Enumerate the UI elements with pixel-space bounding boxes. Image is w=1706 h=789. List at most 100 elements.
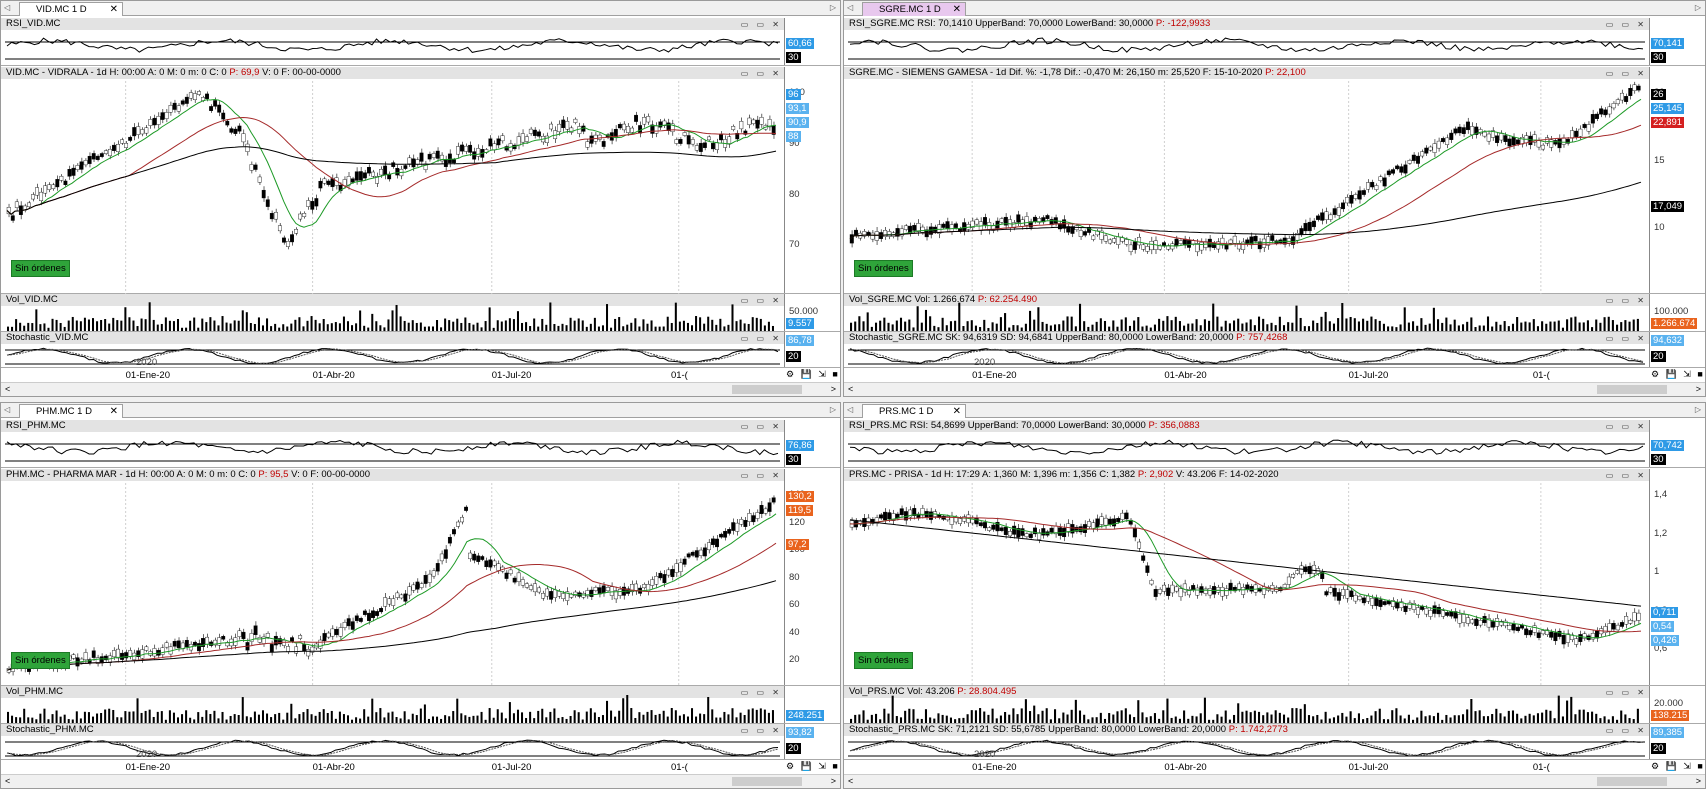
tab-scroll-left-icon[interactable]: ◁ xyxy=(847,3,854,12)
scroll-left-icon[interactable]: < xyxy=(5,776,11,786)
volume-panel: Vol_VID.MC ▭ ▭ ✕ 50.000 9.557 xyxy=(1,294,840,332)
panel-window-buttons[interactable]: ▭ ▭ ✕ xyxy=(740,471,782,480)
scroll-thumb[interactable] xyxy=(1597,385,1667,394)
scroll-right-icon[interactable]: > xyxy=(830,776,836,786)
chart-tab[interactable]: SGRE.MC 1 D ✕ xyxy=(862,2,966,16)
volume-bar xyxy=(1004,313,1007,331)
candle-body xyxy=(1149,580,1154,585)
panel-window-buttons[interactable]: ▭ ▭ ✕ xyxy=(1605,471,1647,480)
scroll-left-icon[interactable]: < xyxy=(5,384,11,394)
close-tab-icon[interactable]: ✕ xyxy=(952,406,961,417)
panel-window-buttons[interactable]: ▭ ▭ ✕ xyxy=(740,296,782,305)
volume-bar xyxy=(743,323,746,331)
candle-body xyxy=(916,223,921,232)
volume-bar xyxy=(1362,719,1365,723)
horizontal-scrollbar[interactable]: < > xyxy=(1,382,840,396)
horizontal-scrollbar[interactable]: < > xyxy=(844,382,1705,396)
stochastic-panel-price-axis[interactable]: 94,632 20 xyxy=(1649,332,1699,367)
panel-window-buttons[interactable]: ▭ ▭ ✕ xyxy=(1605,20,1647,29)
chart-tab[interactable]: VID.MC 1 D ✕ xyxy=(19,2,123,16)
date-axis: 01-Ene-20 01-Abr-20 01-Jul-20 01-(⚙ 💾 ⇲ ■ xyxy=(1,368,840,382)
candle-body xyxy=(1291,574,1296,578)
stochastic-panel-price-axis[interactable]: 93,82 20 xyxy=(784,724,834,759)
volume-bar xyxy=(1482,716,1485,723)
volume-bar xyxy=(1507,326,1510,331)
rsi-panel-price-axis[interactable]: 70,742 30 xyxy=(1649,420,1699,467)
no-orders-badge[interactable]: Sin órdenes xyxy=(854,260,913,277)
scroll-right-icon[interactable]: > xyxy=(1695,776,1701,786)
panel-window-buttons[interactable]: ▭ ▭ ✕ xyxy=(740,422,782,431)
candle-body xyxy=(168,105,173,113)
rsi-panel-price-axis[interactable]: 60,66 30 xyxy=(784,18,834,65)
chart-tools-icons[interactable]: ⚙ 💾 ⇲ ■ xyxy=(786,369,840,379)
no-orders-badge[interactable]: Sin órdenes xyxy=(854,652,913,669)
panel-window-buttons[interactable]: ▭ ▭ ✕ xyxy=(1605,726,1647,735)
chart-tools-icons[interactable]: ⚙ 💾 ⇲ ■ xyxy=(1651,369,1705,379)
panel-window-buttons[interactable]: ▭ ▭ ✕ xyxy=(1605,296,1647,305)
price-panel-price-axis[interactable]: 1009080709693,190,988 xyxy=(784,67,834,293)
volume-panel-price-axis[interactable]: 248.251 xyxy=(784,686,834,723)
panel-window-buttons[interactable]: ▭ ▭ ✕ xyxy=(740,688,782,697)
stochastic-panel-price-axis[interactable]: 86,78 20 xyxy=(784,332,834,367)
tab-scroll-right-icon[interactable]: ▷ xyxy=(829,3,836,12)
tab-scroll-left-icon[interactable]: ◁ xyxy=(847,405,854,414)
scroll-right-icon[interactable]: > xyxy=(1695,384,1701,394)
scroll-left-icon[interactable]: < xyxy=(848,776,854,786)
panel-window-buttons[interactable]: ▭ ▭ ✕ xyxy=(740,69,782,78)
volume-bar xyxy=(650,710,653,723)
chart-tools-icons[interactable]: ⚙ 💾 ⇲ ■ xyxy=(1651,761,1705,771)
volume-bar xyxy=(1070,709,1073,723)
no-orders-badge[interactable]: Sin órdenes xyxy=(11,260,70,277)
panel-window-buttons[interactable]: ▭ ▭ ✕ xyxy=(740,726,782,735)
candle-body xyxy=(63,180,68,186)
panel-window-buttons[interactable]: ▭ ▭ ✕ xyxy=(740,334,782,343)
volume-bar xyxy=(1395,708,1398,723)
panel-window-buttons[interactable]: ▭ ▭ ✕ xyxy=(1605,334,1647,343)
scroll-thumb[interactable] xyxy=(732,385,802,394)
scroll-left-icon[interactable]: < xyxy=(848,384,854,394)
volume-bar xyxy=(1137,700,1140,723)
chart-tools-icons[interactable]: ⚙ 💾 ⇲ ■ xyxy=(786,761,840,771)
ma-short-line xyxy=(849,98,1642,247)
candle-body xyxy=(286,646,290,652)
tab-scroll-left-icon[interactable]: ◁ xyxy=(4,3,11,12)
candle-body xyxy=(277,638,282,645)
close-tab-icon[interactable]: ✕ xyxy=(952,4,961,15)
horizontal-scrollbar[interactable]: < > xyxy=(1,774,840,788)
volume-panel-price-axis[interactable]: 100.000 1.266.674 xyxy=(1649,294,1699,331)
scroll-thumb[interactable] xyxy=(732,777,802,786)
close-tab-icon[interactable]: ✕ xyxy=(109,4,118,15)
scroll-thumb[interactable] xyxy=(1597,777,1667,786)
stochastic-panel-price-axis[interactable]: 89,385 20 xyxy=(1649,724,1699,759)
volume-bar xyxy=(100,319,103,331)
scroll-right-icon[interactable]: > xyxy=(830,384,836,394)
close-tab-icon[interactable]: ✕ xyxy=(109,406,118,417)
chart-tab[interactable]: PRS.MC 1 D ✕ xyxy=(862,404,966,418)
candle-body xyxy=(654,575,659,585)
horizontal-scrollbar[interactable]: < > xyxy=(844,774,1705,788)
tab-scroll-right-icon[interactable]: ▷ xyxy=(1694,405,1701,414)
panel-window-buttons[interactable]: ▭ ▭ ✕ xyxy=(1605,69,1647,78)
candle-body xyxy=(322,178,327,184)
panel-window-buttons[interactable]: ▭ ▭ ✕ xyxy=(1605,422,1647,431)
rsi-panel-price-axis[interactable]: 76,86 30 xyxy=(784,420,834,467)
chart-tab[interactable]: PHM.MC 1 D ✕ xyxy=(19,404,123,418)
tab-scroll-left-icon[interactable]: ◁ xyxy=(4,405,11,414)
candle-body xyxy=(277,225,282,232)
volume-bar xyxy=(43,708,46,723)
candle-body xyxy=(10,215,15,221)
volume-panel-price-axis[interactable]: 50.000 9.557 xyxy=(784,294,834,331)
rsi-line xyxy=(6,439,779,456)
panel-window-buttons[interactable]: ▭ ▭ ✕ xyxy=(740,20,782,29)
tab-scroll-right-icon[interactable]: ▷ xyxy=(1694,3,1701,12)
no-orders-badge[interactable]: Sin órdenes xyxy=(11,652,70,669)
tab-scroll-right-icon[interactable]: ▷ xyxy=(829,405,836,414)
candle-body xyxy=(658,572,663,579)
candle-body xyxy=(1415,155,1420,164)
panel-window-buttons[interactable]: ▭ ▭ ✕ xyxy=(1605,688,1647,697)
rsi-panel-price-axis[interactable]: 70,141 30 xyxy=(1649,18,1699,65)
